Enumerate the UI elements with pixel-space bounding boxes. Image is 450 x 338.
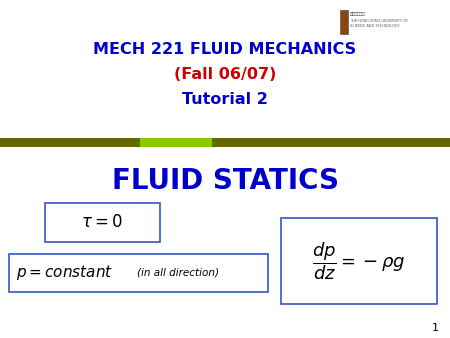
Text: $p = \mathit{constant}$: $p = \mathit{constant}$ <box>16 263 113 283</box>
Text: $\tau = 0$: $\tau = 0$ <box>81 213 123 231</box>
Bar <box>212 138 450 147</box>
Bar <box>140 138 212 147</box>
Text: THE HONG KONG UNIVERSITY OF: THE HONG KONG UNIVERSITY OF <box>350 19 408 23</box>
Text: 香港科技大學: 香港科技大學 <box>350 12 366 16</box>
Text: MECH 221 FLUID MECHANICS: MECH 221 FLUID MECHANICS <box>94 42 356 56</box>
Text: 1: 1 <box>432 323 439 333</box>
Bar <box>0 138 140 147</box>
Text: (Fall 06/07): (Fall 06/07) <box>174 67 276 82</box>
FancyBboxPatch shape <box>340 10 348 34</box>
Bar <box>45 203 160 242</box>
Text: Tutorial 2: Tutorial 2 <box>182 92 268 107</box>
Bar <box>281 218 436 304</box>
Bar <box>9 254 268 292</box>
Text: SCIENCE AND TECHNOLOGY: SCIENCE AND TECHNOLOGY <box>350 24 400 28</box>
Text: (in all direction): (in all direction) <box>137 268 219 278</box>
Text: $\dfrac{dp}{dz}=-\rho g$: $\dfrac{dp}{dz}=-\rho g$ <box>312 240 405 282</box>
Text: FLUID STATICS: FLUID STATICS <box>112 167 338 195</box>
